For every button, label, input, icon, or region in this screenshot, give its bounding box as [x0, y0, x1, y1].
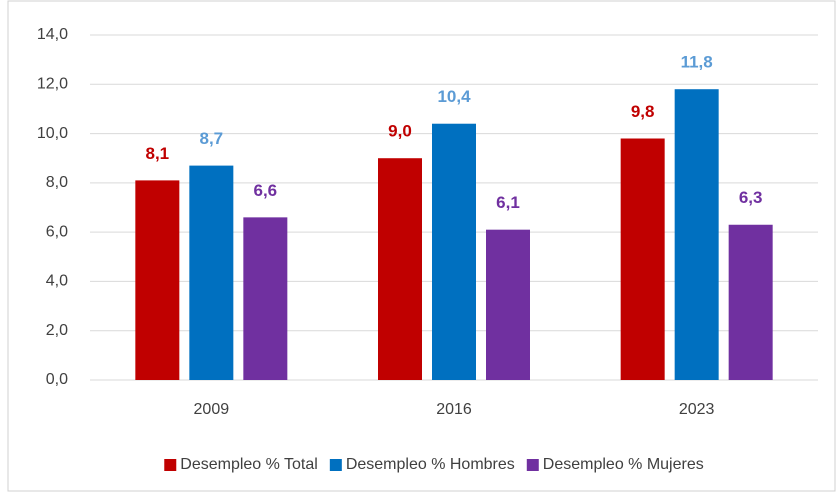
y-tick-label: 4,0: [46, 273, 68, 290]
y-tick-label: 2,0: [46, 322, 68, 339]
bar: [243, 217, 288, 380]
x-tick-label: 2009: [194, 401, 230, 418]
bar: [620, 138, 665, 380]
value-label: 11,8: [681, 53, 713, 72]
legend-label: Desempleo % Total: [180, 456, 318, 473]
bar: [378, 158, 422, 380]
bar: [135, 180, 180, 380]
value-label: 6,3: [739, 188, 763, 207]
bar: [674, 89, 719, 380]
y-tick-label: 12,0: [37, 76, 68, 93]
bar: [432, 123, 476, 380]
bar: [728, 224, 773, 380]
y-tick-label: 6,0: [46, 223, 68, 240]
legend-swatch: [329, 459, 342, 471]
y-tick-label: 14,0: [37, 26, 68, 43]
legend-swatch: [164, 459, 177, 471]
value-label: 8,7: [200, 129, 224, 148]
x-tick-label: 2016: [436, 401, 472, 418]
value-label: 10,4: [437, 87, 471, 106]
value-label: 9,8: [631, 102, 655, 121]
x-tick-label: 2023: [679, 401, 715, 418]
legend-swatch: [526, 459, 539, 471]
legend-label: Desempleo % Mujeres: [543, 456, 704, 473]
value-label: 9,0: [388, 122, 412, 141]
y-tick-label: 0,0: [46, 371, 68, 388]
value-label: 8,1: [146, 144, 170, 163]
y-tick-label: 10,0: [37, 125, 68, 142]
value-label: 6,1: [496, 193, 520, 212]
bar: [486, 229, 530, 380]
value-label: 6,6: [254, 181, 278, 200]
y-tick-label: 8,0: [46, 174, 68, 191]
legend-label: Desempleo % Hombres: [346, 456, 515, 473]
bar: [189, 165, 234, 380]
